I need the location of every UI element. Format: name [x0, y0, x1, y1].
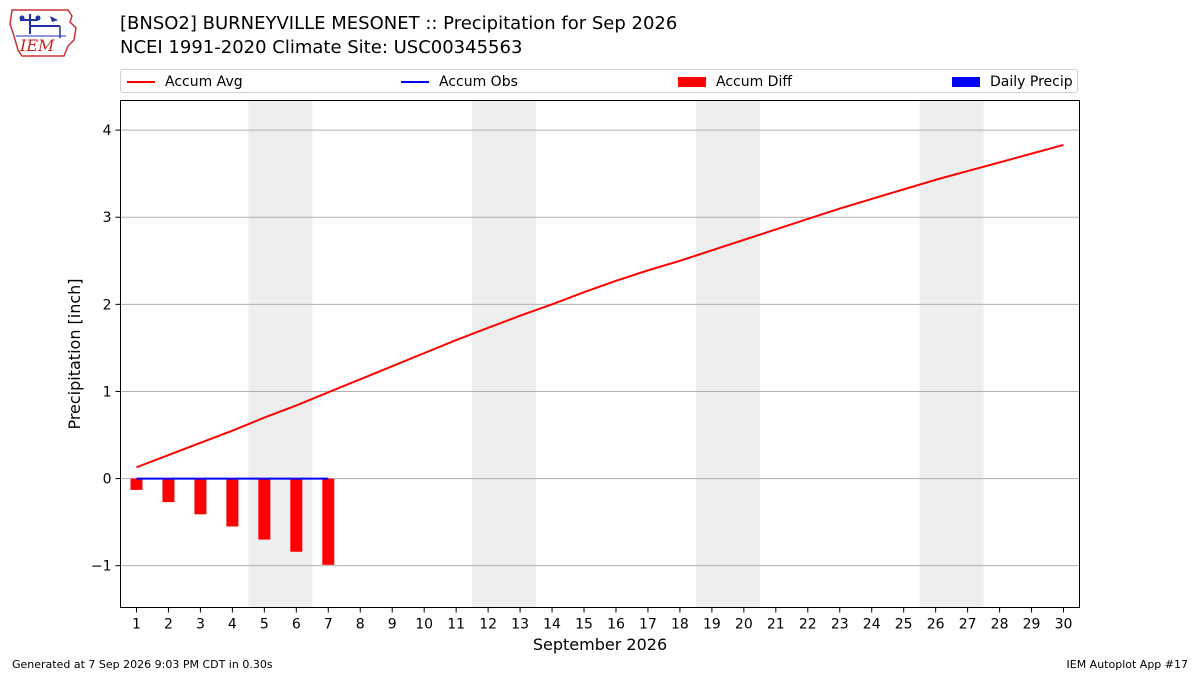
weekend-shade-2	[695, 100, 760, 608]
x-tick-label: 29	[1023, 617, 1041, 633]
bar-accum-diff	[290, 478, 303, 552]
chart-legend: Accum Avg Accum Obs Accum Diff Daily Pre…	[120, 69, 1078, 93]
y-tick-label: 2	[103, 297, 112, 313]
x-tick-label: 19	[703, 617, 721, 633]
footer-app-text: IEM Autoplot App #17	[1066, 658, 1189, 671]
x-tick-label: 28	[991, 617, 1009, 633]
weekend-shade-0	[248, 100, 313, 608]
bar-accum-diff	[130, 478, 143, 490]
x-tick-label: 30	[1055, 617, 1073, 633]
bar-accum-diff	[194, 478, 207, 515]
legend-label-accum-avg: Accum Avg	[165, 74, 243, 90]
chart-title: [BNSO2] BURNEYVILLE MESONET :: Precipita…	[120, 13, 678, 34]
line-accum-avg	[136, 143, 1064, 469]
x-tick-label: 20	[735, 617, 753, 633]
x-tick-label: 26	[927, 617, 945, 633]
x-axis-label: September 2026	[533, 635, 667, 654]
legend-item-accum-diff: Accum Diff	[678, 70, 792, 94]
legend-swatch-accum-avg	[127, 81, 155, 83]
chart-subtitle: NCEI 1991-2020 Climate Site: USC00345563	[120, 37, 523, 58]
x-tick-label: 24	[863, 617, 881, 633]
legend-label-accum-diff: Accum Diff	[716, 74, 793, 90]
bar-accum-diff	[258, 478, 271, 540]
legend-swatch-daily-precip	[952, 77, 980, 87]
y-tick-label: 1	[103, 384, 112, 400]
y-tick-label: 4	[103, 123, 112, 139]
iem-logo: IEM	[8, 6, 80, 58]
plot-frame	[120, 100, 1080, 608]
x-tick-label: 22	[799, 617, 817, 633]
legend-item-accum-obs: Accum Obs	[401, 70, 518, 94]
x-tick-label: 8	[356, 617, 365, 633]
x-tick-label: 18	[671, 617, 689, 633]
x-tick-label: 12	[479, 617, 497, 633]
legend-item-accum-avg: Accum Avg	[127, 70, 243, 94]
x-tick-label: 3	[196, 617, 205, 633]
bar-accum-diff	[226, 478, 239, 527]
x-tick-label: 16	[607, 617, 625, 633]
x-tick-label: 11	[447, 617, 465, 633]
x-tick-label: 21	[767, 617, 785, 633]
x-tick-label: 13	[511, 617, 529, 633]
y-axis-label: Precipitation [inch]	[65, 278, 84, 429]
legend-label-daily-precip: Daily Precip	[990, 74, 1073, 90]
x-tick-label: 4	[228, 617, 237, 633]
footer-generated-text: Generated at 7 Sep 2026 9:03 PM CDT in 0…	[12, 658, 273, 671]
x-tick-label: 6	[292, 617, 301, 633]
y-tick-label: −1	[91, 559, 112, 575]
legend-swatch-accum-obs	[401, 81, 429, 83]
legend-item-daily-precip: Daily Precip	[952, 70, 1073, 94]
x-tick-label: 15	[575, 617, 593, 633]
logo-text: IEM	[19, 36, 55, 55]
x-tick-label: 14	[543, 617, 561, 633]
weekend-shade-3	[919, 100, 984, 608]
x-tick-label: 9	[388, 617, 397, 633]
y-tick-label: 0	[103, 472, 112, 488]
x-tick-label: 17	[639, 617, 657, 633]
x-tick-label: 23	[831, 617, 849, 633]
x-tick-label: 25	[895, 617, 913, 633]
weekend-shade-1	[472, 100, 537, 608]
x-tick-label: 7	[324, 617, 333, 633]
bar-accum-diff	[322, 478, 335, 565]
y-tick-label: 3	[103, 210, 112, 226]
x-tick-label: 10	[415, 617, 433, 633]
bar-accum-diff	[162, 478, 175, 503]
legend-swatch-accum-diff	[678, 77, 706, 87]
x-tick-label: 5	[260, 617, 269, 633]
x-tick-label: 1	[132, 617, 141, 633]
x-tick-label: 2	[164, 617, 173, 633]
x-tick-label: 27	[959, 617, 977, 633]
legend-label-accum-obs: Accum Obs	[439, 74, 518, 90]
